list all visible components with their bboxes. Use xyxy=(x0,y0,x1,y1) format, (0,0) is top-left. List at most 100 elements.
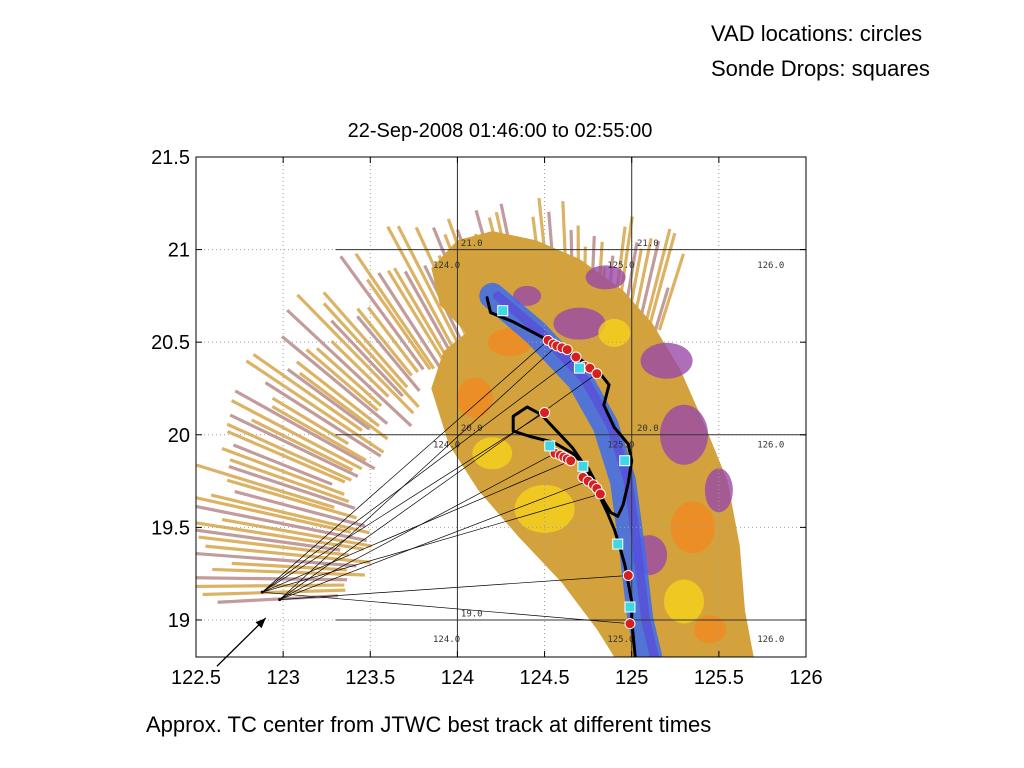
map-grid-label: 125.0 xyxy=(607,441,634,451)
radar-ray xyxy=(264,381,382,458)
map-grid-label: 126.0 xyxy=(757,441,784,451)
radar-reflectivity-swath xyxy=(196,197,754,657)
tc-link-line xyxy=(279,480,589,600)
radar-ray xyxy=(226,430,346,484)
radar-ray xyxy=(229,458,350,504)
tc-link-line xyxy=(279,575,629,600)
map-grid-label: 20.0 xyxy=(461,424,483,434)
radar-ray xyxy=(281,335,389,425)
tc-link-line xyxy=(262,356,577,593)
radar-ray xyxy=(202,588,346,597)
radar-ray xyxy=(322,302,420,409)
arrow-head xyxy=(255,618,266,629)
radar-ray xyxy=(298,371,389,441)
radar-ray xyxy=(339,255,425,371)
y-tick-label: 19 xyxy=(168,610,190,632)
radar-ray xyxy=(295,360,380,428)
radar-echo xyxy=(585,265,626,290)
radar-ray xyxy=(250,418,354,472)
tc-link-line xyxy=(279,345,558,600)
x-tick-label: 125.5 xyxy=(694,667,744,689)
tc-center-point xyxy=(260,590,264,594)
map-grid-label: 125.0 xyxy=(607,635,634,645)
tc-link-line xyxy=(261,340,549,593)
radar-ray xyxy=(643,228,672,328)
radar-ray xyxy=(330,319,404,398)
radar-echo xyxy=(598,318,631,347)
vad-circle xyxy=(591,368,603,380)
tc-center-point xyxy=(278,598,282,602)
radar-ray xyxy=(198,535,349,557)
flight-track xyxy=(485,296,637,657)
arrow-shaft xyxy=(216,617,267,667)
sonde-square xyxy=(573,362,585,374)
radar-ray xyxy=(330,340,390,398)
radar-ray xyxy=(305,348,379,412)
radar-ray xyxy=(271,405,367,462)
radar-ray xyxy=(286,368,371,431)
radar-ray xyxy=(252,353,363,432)
radar-echo xyxy=(640,342,693,379)
radar-ray xyxy=(356,315,421,392)
radar-ray xyxy=(366,306,420,373)
map-grid-label: 124.0 xyxy=(433,261,460,271)
radar-ray xyxy=(396,225,461,348)
y-tick-label: 21.5 xyxy=(151,147,190,169)
tc-annotation-arrow xyxy=(216,617,267,667)
radar-ray xyxy=(322,291,409,389)
radar-echo xyxy=(694,615,727,644)
radar-ray xyxy=(226,422,352,482)
radar-ray xyxy=(286,308,413,428)
radar-ray xyxy=(232,443,333,486)
x-tick-label: 124 xyxy=(441,667,474,689)
radar-ray xyxy=(196,576,348,582)
chart-title: 22-Sep-2008 01:46:00 to 02:55:00 xyxy=(348,120,653,142)
map-grid-label: 20.0 xyxy=(637,424,659,434)
vad-circle xyxy=(624,618,636,630)
radar-echo xyxy=(472,437,513,470)
radar-ray xyxy=(245,359,385,454)
radar-ray xyxy=(226,478,357,520)
radar-ray xyxy=(393,267,450,361)
map-grid-label: 124.0 xyxy=(433,635,460,645)
x-tick-label: 126 xyxy=(789,667,822,689)
y-axis-ticks: 19 19.5 20 20.5 21 21.5 xyxy=(151,147,806,632)
sonde-square xyxy=(624,601,636,613)
sonde-square xyxy=(544,440,556,452)
axes-box xyxy=(195,156,807,658)
radar-ray xyxy=(231,561,347,572)
radar-ray xyxy=(315,347,383,408)
vad-circle xyxy=(622,570,634,582)
radar-ray xyxy=(354,252,436,370)
radar-ray xyxy=(366,278,432,371)
x-tick-label: 123 xyxy=(266,667,299,689)
vad-circle xyxy=(561,344,573,356)
radar-ray xyxy=(196,496,352,534)
vad-legend-note: VAD locations: circles xyxy=(711,21,923,46)
map-grid-label: 126.0 xyxy=(757,635,784,645)
radar-ray xyxy=(196,463,335,509)
radar-ray xyxy=(271,396,350,446)
radar-ray xyxy=(210,493,370,535)
sonde-square xyxy=(612,538,624,550)
y-tick-label: 20.5 xyxy=(151,332,190,354)
tc-link-line xyxy=(262,412,545,593)
x-tick-label: 122.5 xyxy=(171,667,221,689)
map-grid-label: 21.0 xyxy=(637,239,659,249)
tc-link-line xyxy=(262,460,571,593)
map-grid-label: 124.0 xyxy=(433,441,460,451)
map-grid-label: 126.0 xyxy=(757,261,784,271)
y-tick-label: 20 xyxy=(168,425,190,447)
radar-ray xyxy=(228,464,356,510)
vad-markers xyxy=(539,334,636,630)
radar-ray xyxy=(229,413,359,478)
radar-echo xyxy=(553,307,606,340)
map-grid-label: 21.0 xyxy=(461,239,483,249)
tc-center-links xyxy=(260,340,631,625)
radar-ray xyxy=(377,272,451,383)
tc-center-annotation: Approx. TC center from JTWC best track a… xyxy=(146,712,712,737)
sonde-square xyxy=(577,460,589,472)
radar-echo xyxy=(664,579,704,624)
sonde-square xyxy=(497,305,509,317)
vad-circle xyxy=(570,351,582,363)
